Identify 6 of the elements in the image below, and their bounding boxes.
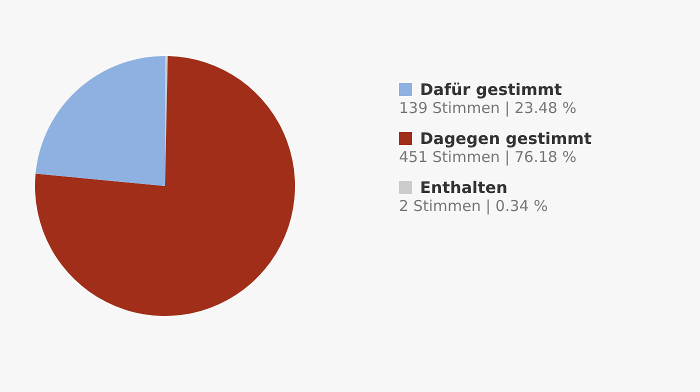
data-label: 451 Stimmen | 76.18 % (399, 148, 578, 166)
legend-label: Enthalten (419, 178, 509, 197)
data-label: 2 Stimmen | 0.34 % (399, 197, 549, 215)
legend-label: Dafür gestimmt (419, 80, 563, 99)
data-label: 139 Stimmen | 23.48 % (399, 99, 578, 117)
legend-label: Dagegen gestimmt (419, 129, 592, 148)
